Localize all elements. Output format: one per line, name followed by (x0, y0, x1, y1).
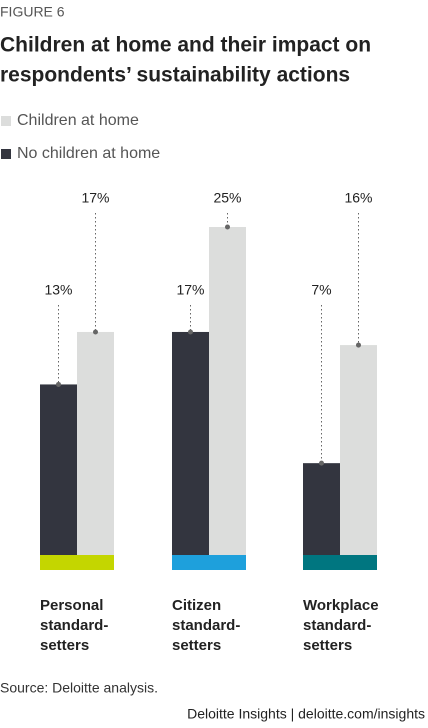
x-tick-label: Workplace (303, 597, 379, 614)
value-label: 17% (81, 190, 109, 206)
x-tick-label: standard- (172, 617, 240, 634)
leader-dot (356, 342, 361, 348)
category-strip (172, 555, 246, 570)
leader-dot (56, 381, 61, 387)
bar (340, 345, 377, 555)
category-strip (40, 555, 114, 570)
footer: Deloitte Insights | deloitte.com/insight… (187, 706, 425, 722)
source: Source: Deloitte analysis. (0, 680, 158, 696)
x-tick-label: setters (40, 637, 89, 654)
leader-dot (319, 460, 324, 466)
x-tick-label: setters (172, 637, 221, 654)
chart-title: respondents’ sustainability actions (0, 64, 350, 87)
leader-dot (225, 224, 230, 230)
value-label: 13% (44, 282, 72, 298)
leader-dot (93, 329, 98, 335)
legend-swatch (1, 116, 11, 126)
legend-label: No children at home (17, 145, 160, 162)
chart-title: Children at home and their impact on (0, 34, 371, 57)
bar (77, 331, 114, 555)
bar (40, 384, 77, 555)
x-tick-label: setters (303, 637, 352, 654)
legend-label: Children at home (17, 112, 139, 129)
leader-dot (188, 329, 193, 335)
bar (172, 331, 209, 555)
bar (303, 463, 340, 555)
x-tick-label: standard- (303, 617, 371, 634)
value-label: 7% (311, 282, 331, 298)
x-tick-label: Citizen (172, 597, 221, 614)
value-label: 17% (176, 282, 204, 298)
x-tick-label: Personal (40, 597, 103, 614)
value-label: 25% (213, 190, 241, 206)
legend-swatch (1, 149, 11, 159)
value-label: 16% (344, 190, 372, 206)
x-tick-label: standard- (40, 617, 108, 634)
bar (209, 227, 246, 555)
category-strip (303, 555, 377, 570)
figure-label: FIGURE 6 (0, 4, 65, 20)
